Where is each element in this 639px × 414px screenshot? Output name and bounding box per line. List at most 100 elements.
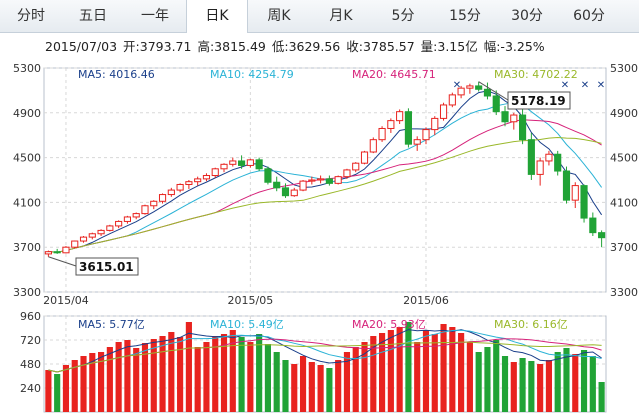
tab-2[interactable]: 一年 [141,8,169,24]
candle [519,109,527,145]
low-pointer [48,256,77,267]
candle [150,200,158,210]
price-ma-legend-item: MA10: 4254.79 [210,68,294,81]
volume-bar [256,334,263,412]
price-ma-legend-item: MA5: 4016.46 [78,68,155,81]
axis-labels: 5300 5300 4900 4900 4500 4500 4100 4100 3700 3700… [13,62,638,395]
candle [334,175,342,185]
volume-bar [519,358,526,412]
volume-tick: 240 [20,382,41,395]
tab-9[interactable]: 60分 [573,8,605,24]
candle-body [334,176,342,184]
candle [220,163,228,173]
volume-bar [150,339,157,412]
price-tick-right: 3700 [610,241,638,254]
candle-body [53,251,61,254]
candle-body [202,175,211,180]
candle-body [562,170,571,201]
quote-open: 开:3793.71 [123,39,192,54]
candle-body [571,185,579,201]
volume-bar [264,344,271,412]
period-tab-bar: 分时 五日 一年 日K 周K 月K 5分 15分 30分 60分 [0,0,639,33]
candle [431,116,439,136]
candle [501,106,509,127]
volume-bar [71,360,78,412]
low-annotation: 3615.01 [75,257,139,276]
quote-high: 高:3815.49 [197,39,266,54]
volume-bar [133,348,140,412]
candle-body [475,85,483,90]
tab-3[interactable]: 日K [186,0,248,33]
ma30-line [48,137,602,253]
candle-body [88,233,96,238]
quote-date: 2015/07/03 [45,39,118,54]
candle [299,180,307,192]
volume-bar [238,337,245,412]
candle [141,204,149,215]
price-tick-right: 4500 [610,152,638,165]
candle-body [527,139,535,175]
candle [396,109,404,124]
volume-bar [282,360,289,412]
volume-ma-legend-item: MA5: 5.77亿 [78,318,145,331]
candle-body [580,185,588,219]
volume-bar [458,333,465,412]
high-annotation-text: 5178.19 [511,94,566,108]
candle-body [211,168,219,177]
price-tick-left: 3300 [13,286,41,299]
candle [589,212,597,236]
tab-6[interactable]: 5分 [391,8,415,24]
candle-body [308,179,316,182]
volume-bar [361,342,368,412]
quote-close: 收:3785.57 [346,39,415,54]
volume-bar [414,342,421,412]
candle [527,132,535,180]
tab-4[interactable]: 周K [267,8,291,24]
volume-bar [317,365,324,412]
candle-body [589,217,597,234]
quote-info-bar: 2015/07/03 开:3793.71 高:3815.49 低:3629.56 收:3… [45,36,551,55]
high-annotation: 5178.19 [507,91,571,110]
candle-body [598,232,606,239]
volume-ma-legend-item: MA10: 5.49亿 [210,318,284,331]
candle-body [483,88,492,97]
tab-7[interactable]: 15分 [449,8,481,24]
tab-0[interactable]: 分时 [17,8,45,24]
tab-8[interactable]: 30分 [511,8,543,24]
candle-body [273,181,281,189]
candlestick-series [44,81,606,257]
volume-bar [352,347,359,412]
candle-body [413,139,421,145]
candle [571,182,579,208]
volume-bar [229,330,236,412]
volume-bar [45,370,52,412]
candle [466,83,474,94]
candle-body [431,117,439,131]
tab-1[interactable]: 五日 [79,8,107,24]
candle-body [106,225,114,231]
tab-5[interactable]: 月K [329,8,353,24]
candle-body [501,111,509,123]
candle-body [255,159,263,170]
volume-bar [212,336,219,412]
annotations: 5178.19 3615.01 [48,81,571,276]
candle-body [369,139,377,153]
candle [580,184,588,223]
volume-bar [299,356,307,412]
candle [290,187,298,197]
candle [308,176,316,185]
candle [343,168,351,179]
volume-bar [159,336,166,412]
candle [457,85,465,99]
candle-body [360,151,369,164]
candle-body [79,236,88,242]
marker-icon: ✕ [453,80,461,91]
price-tick-left: 5300 [13,62,41,75]
volume-bar [431,334,438,412]
volume-bar [475,352,482,412]
ma5-line [48,90,603,253]
volume-bar [203,342,210,412]
volume-bar [141,343,149,412]
volume-tick: 480 [20,358,41,371]
